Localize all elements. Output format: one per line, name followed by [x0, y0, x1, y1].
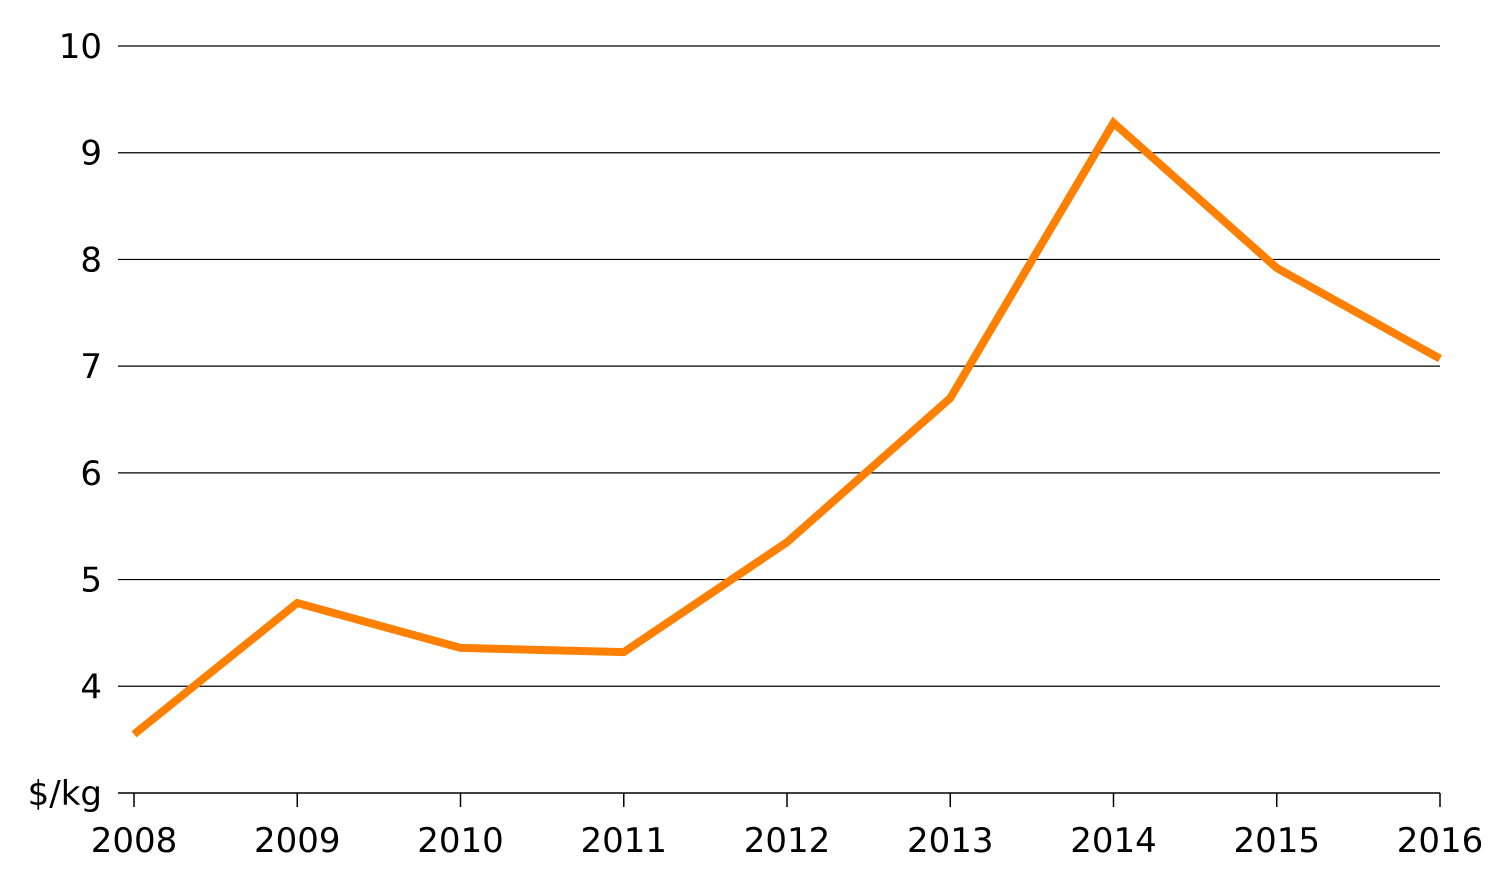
x-tick-label: 2016: [1397, 821, 1484, 861]
x-tick-label: 2011: [580, 821, 667, 861]
x-tick-label: 2013: [907, 821, 994, 861]
y-tick-label: 6: [80, 454, 102, 494]
x-tick-label: 2014: [1070, 821, 1157, 861]
series-line-0: [131, 116, 1442, 738]
x-tick-label: 2009: [254, 821, 341, 861]
x-tick-label: 2015: [1233, 821, 1320, 861]
x-tick-label: 2010: [417, 821, 504, 861]
y-tick-label: 4: [80, 667, 102, 707]
y-tick-label: 7: [80, 347, 102, 387]
y-tick-label: 5: [80, 561, 102, 601]
series-layer: [131, 116, 1442, 738]
x-tick-label: 2012: [744, 821, 831, 861]
y-axis-unit-label: $/kg: [28, 774, 102, 814]
y-tick-label: 10: [59, 27, 102, 67]
x-tick-label: 2008: [91, 821, 178, 861]
y-tick-label: 8: [80, 240, 102, 280]
x-axis-tick-labels: 2008 2009 2010 2011 2012 2013 2014 2015 2016: [91, 821, 1484, 861]
y-axis-tick-labels: 4 5 6 7 8 9 10: [59, 27, 102, 707]
x-axis: [118, 792, 1441, 807]
y-tick-label: 9: [80, 134, 102, 174]
gridlines: [118, 45, 1440, 687]
